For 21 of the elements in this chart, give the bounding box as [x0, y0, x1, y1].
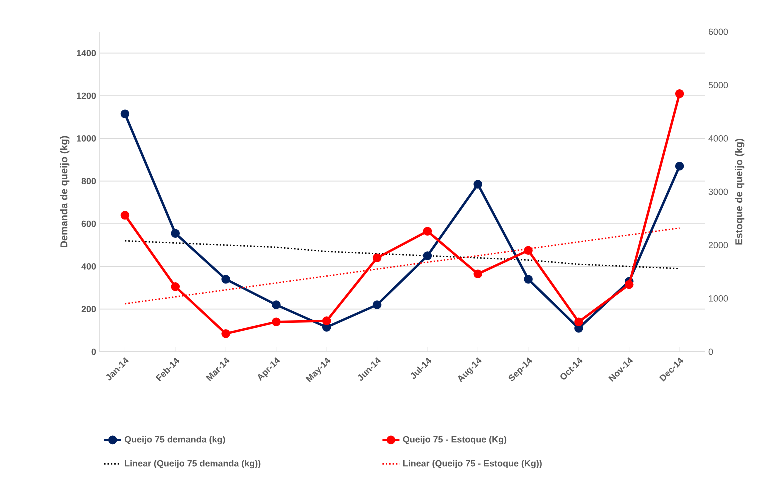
- y-tick-label: 1000: [77, 135, 96, 142]
- y-tick-label: 200: [82, 306, 96, 313]
- y2-tick-label: 2000: [708, 242, 728, 249]
- y-tick-label: 1200: [77, 92, 96, 100]
- y-tick-label: 800: [82, 178, 96, 185]
- y-tick-label: 400: [82, 263, 96, 270]
- legend-label: Linear (Queijo 75 - Estoque (Kg)): [403, 460, 542, 469]
- y2-tick-label: 6000: [708, 28, 728, 36]
- y2-tick-label: 1000: [709, 295, 728, 302]
- y2-tick-label: 4000: [708, 135, 728, 142]
- legend-label: Queijo 75 demanda (kg): [124, 436, 226, 445]
- y-tick-label: 1400: [77, 50, 96, 57]
- y-tick-label: 600: [82, 220, 96, 228]
- legend-label: Queijo 75 - Estoque (Kg): [403, 436, 507, 445]
- y2-axis-title: Estoque de queijo (kg): [735, 139, 745, 245]
- legend-label: Linear (Queijo 75 demanda (kg)): [125, 460, 261, 469]
- y2-tick-label: 0: [708, 348, 714, 356]
- y-tick-label: 0: [92, 348, 96, 356]
- y2-tick-label: 3000: [708, 188, 728, 196]
- y2-tick-label: 5000: [708, 82, 728, 89]
- y-axis-title: Demanda de queijo (kg): [60, 136, 70, 248]
